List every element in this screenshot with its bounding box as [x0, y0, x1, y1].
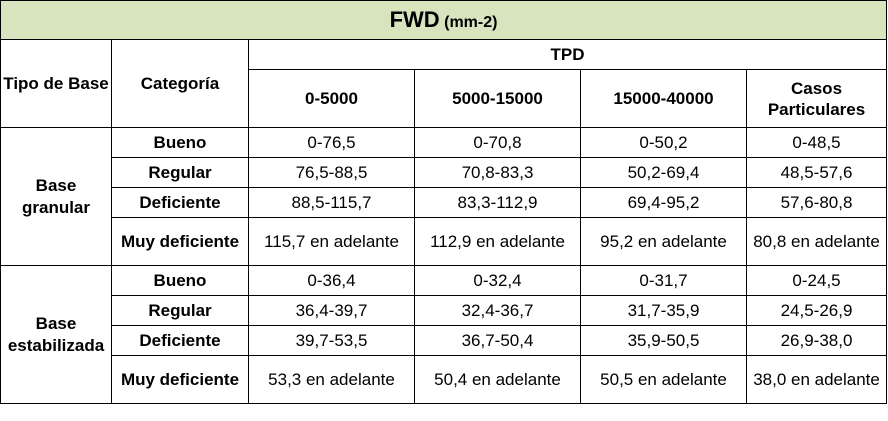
category-cell: Deficiente	[111, 325, 249, 356]
value-cell: 0-36,4	[248, 265, 415, 296]
title-main: FWD	[389, 7, 440, 32]
value-cell: 31,7-35,9	[580, 295, 747, 326]
title-unit: (mm-2)	[444, 14, 498, 31]
value-cell: 76,5-88,5	[248, 157, 415, 188]
value-cell: 0-31,7	[580, 265, 747, 296]
value-cell: 53,3 en adelante	[248, 355, 415, 404]
value-cell: 0-24,5	[745, 265, 888, 296]
value-cell: 112,9 en adelante	[414, 217, 581, 266]
table-row: Regular 36,4-39,7 32,4-36,7 31,7-35,9 24…	[1, 295, 888, 326]
fwd-table: FWD (mm-2) Tipo de Base Categoría TPD 0-…	[0, 0, 888, 404]
value-cell: 48,5-57,6	[745, 157, 888, 188]
value-cell: 36,4-39,7	[248, 295, 415, 326]
value-cell: 70,8-83,3	[414, 157, 581, 188]
title-row: FWD (mm-2)	[0, 0, 888, 40]
table-row: Deficiente 88,5-115,7 83,3-112,9 69,4-95…	[1, 187, 888, 218]
category-cell: Regular	[111, 295, 249, 326]
header-range: 15000-40000	[580, 69, 747, 128]
value-cell: 88,5-115,7	[248, 187, 415, 218]
table-row: Muy deficiente 53,3 en adelante 50,4 en …	[1, 355, 888, 404]
value-cell: 39,7-53,5	[248, 325, 415, 356]
value-cell: 32,4-36,7	[414, 295, 581, 326]
value-cell: 0-76,5	[248, 127, 415, 158]
value-cell: 83,3-112,9	[414, 187, 581, 218]
group-label: Base estabilizada	[0, 265, 112, 404]
value-cell: 69,4-95,2	[580, 187, 747, 218]
value-cell: 36,7-50,4	[414, 325, 581, 356]
table-title: FWD (mm-2)	[0, 0, 888, 40]
table-row: Regular 76,5-88,5 70,8-83,3 50,2-69,4 48…	[1, 157, 888, 188]
value-cell: 95,2 en adelante	[580, 217, 747, 266]
header-range: 0-5000	[248, 69, 415, 128]
header-range: 5000-15000	[414, 69, 581, 128]
category-cell: Bueno	[111, 265, 249, 296]
value-cell: 38,0 en adelante	[745, 355, 888, 404]
header-row-tpd: Tipo de Base Categoría TPD	[0, 39, 888, 128]
category-cell: Deficiente	[111, 187, 249, 218]
value-cell: 0-48,5	[745, 127, 888, 158]
value-cell: 35,9-50,5	[580, 325, 747, 356]
value-cell: 26,9-38,0	[745, 325, 888, 356]
header-categoria: Categoría	[111, 39, 249, 128]
header-tpd: TPD	[247, 39, 888, 70]
value-cell: 115,7 en adelante	[248, 217, 415, 266]
value-cell: 50,2-69,4	[580, 157, 747, 188]
value-cell: 24,5-26,9	[745, 295, 888, 326]
table-row: Muy deficiente 115,7 en adelante 112,9 e…	[1, 217, 888, 266]
table-row: Deficiente 39,7-53,5 36,7-50,4 35,9-50,5…	[1, 325, 888, 356]
table-row: Base granular Bueno 0-76,5 0-70,8 0-50,2…	[0, 127, 888, 266]
category-cell: Muy deficiente	[111, 355, 249, 404]
category-cell: Muy deficiente	[111, 217, 249, 266]
value-cell: 50,4 en adelante	[414, 355, 581, 404]
value-cell: 57,6-80,8	[745, 187, 888, 218]
header-tipo-base: Tipo de Base	[0, 39, 112, 128]
value-cell: 50,5 en adelante	[580, 355, 747, 404]
value-cell: 0-32,4	[414, 265, 581, 296]
value-cell: 0-70,8	[414, 127, 581, 158]
header-range: Casos Particulares	[745, 69, 888, 128]
value-cell: 0-50,2	[580, 127, 747, 158]
value-cell: 80,8 en adelante	[745, 217, 888, 266]
group-label: Base granular	[0, 127, 112, 266]
category-cell: Regular	[111, 157, 249, 188]
header-row-ranges: 0-5000 5000-15000 15000-40000 Casos Part…	[1, 69, 888, 128]
category-cell: Bueno	[111, 127, 249, 158]
table-row: Base estabilizada Bueno 0-36,4 0-32,4 0-…	[0, 265, 888, 404]
